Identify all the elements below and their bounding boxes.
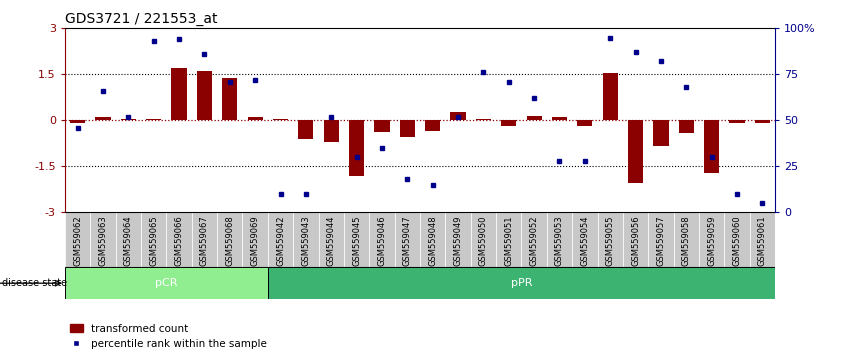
- Bar: [724, 212, 750, 267]
- Bar: [197, 71, 212, 120]
- Bar: [146, 119, 161, 120]
- Text: GSM559055: GSM559055: [605, 215, 615, 266]
- Text: GSM559067: GSM559067: [200, 215, 209, 266]
- Bar: [450, 112, 466, 120]
- Bar: [319, 212, 344, 267]
- Bar: [248, 117, 262, 120]
- Bar: [598, 212, 623, 267]
- Bar: [496, 212, 521, 267]
- Bar: [95, 117, 111, 120]
- Bar: [349, 120, 365, 176]
- Text: GSM559046: GSM559046: [378, 215, 386, 266]
- Bar: [268, 267, 775, 299]
- Text: GSM559043: GSM559043: [301, 215, 310, 266]
- Bar: [344, 212, 369, 267]
- Bar: [400, 120, 415, 137]
- Bar: [445, 212, 471, 267]
- Text: GSM559048: GSM559048: [428, 215, 437, 266]
- Text: GSM559051: GSM559051: [504, 215, 514, 266]
- Bar: [521, 212, 546, 267]
- Bar: [501, 120, 516, 126]
- Bar: [65, 267, 268, 299]
- Text: disease state: disease state: [2, 278, 67, 288]
- Bar: [191, 212, 217, 267]
- Text: GSM559064: GSM559064: [124, 215, 132, 266]
- Text: GSM559068: GSM559068: [225, 215, 235, 266]
- Bar: [171, 68, 187, 120]
- Bar: [223, 78, 237, 120]
- Text: GSM559069: GSM559069: [250, 215, 260, 266]
- Text: GSM559047: GSM559047: [403, 215, 412, 266]
- Text: GSM559044: GSM559044: [326, 215, 336, 266]
- Bar: [294, 212, 319, 267]
- Text: GSM559050: GSM559050: [479, 215, 488, 266]
- Text: GSM559057: GSM559057: [656, 215, 665, 266]
- Bar: [704, 120, 720, 173]
- Bar: [475, 119, 491, 120]
- Bar: [420, 212, 445, 267]
- Bar: [679, 120, 694, 133]
- Text: GSM559049: GSM559049: [454, 215, 462, 266]
- Bar: [546, 212, 572, 267]
- Bar: [141, 212, 166, 267]
- Bar: [552, 117, 567, 120]
- Text: GSM559054: GSM559054: [580, 215, 590, 266]
- Bar: [116, 212, 141, 267]
- Bar: [572, 212, 598, 267]
- Bar: [578, 120, 592, 126]
- Bar: [273, 119, 288, 120]
- Text: GSM559062: GSM559062: [73, 215, 82, 266]
- Text: pCR: pCR: [155, 278, 178, 288]
- Bar: [425, 120, 440, 131]
- Text: GSM559063: GSM559063: [99, 215, 107, 266]
- Bar: [374, 120, 390, 132]
- Text: GSM559061: GSM559061: [758, 215, 767, 266]
- Text: GSM559053: GSM559053: [555, 215, 564, 266]
- Bar: [674, 212, 699, 267]
- Bar: [65, 212, 90, 267]
- Bar: [755, 120, 770, 124]
- Text: GDS3721 / 221553_at: GDS3721 / 221553_at: [65, 12, 217, 26]
- Bar: [298, 120, 313, 139]
- Bar: [217, 212, 242, 267]
- Bar: [628, 120, 643, 183]
- Bar: [729, 120, 745, 124]
- Text: GSM559066: GSM559066: [175, 215, 184, 266]
- Bar: [623, 212, 649, 267]
- Text: GSM559059: GSM559059: [708, 215, 716, 266]
- Text: GSM559042: GSM559042: [276, 215, 285, 266]
- Text: GSM559065: GSM559065: [149, 215, 158, 266]
- Text: GSM559052: GSM559052: [530, 215, 539, 266]
- Bar: [90, 212, 116, 267]
- Bar: [369, 212, 395, 267]
- Text: pPR: pPR: [511, 278, 533, 288]
- Bar: [699, 212, 724, 267]
- Legend: transformed count, percentile rank within the sample: transformed count, percentile rank withi…: [70, 324, 267, 349]
- Bar: [750, 212, 775, 267]
- Bar: [70, 120, 85, 122]
- Bar: [603, 73, 617, 120]
- Bar: [527, 116, 542, 120]
- Bar: [166, 212, 191, 267]
- Bar: [471, 212, 496, 267]
- Bar: [268, 212, 294, 267]
- Text: GSM559056: GSM559056: [631, 215, 640, 266]
- Bar: [395, 212, 420, 267]
- Bar: [324, 120, 339, 142]
- Text: GSM559058: GSM559058: [682, 215, 691, 266]
- Bar: [653, 120, 669, 147]
- Bar: [649, 212, 674, 267]
- Text: GSM559045: GSM559045: [352, 215, 361, 266]
- Text: GSM559060: GSM559060: [733, 215, 741, 266]
- Bar: [242, 212, 268, 267]
- Bar: [120, 119, 136, 120]
